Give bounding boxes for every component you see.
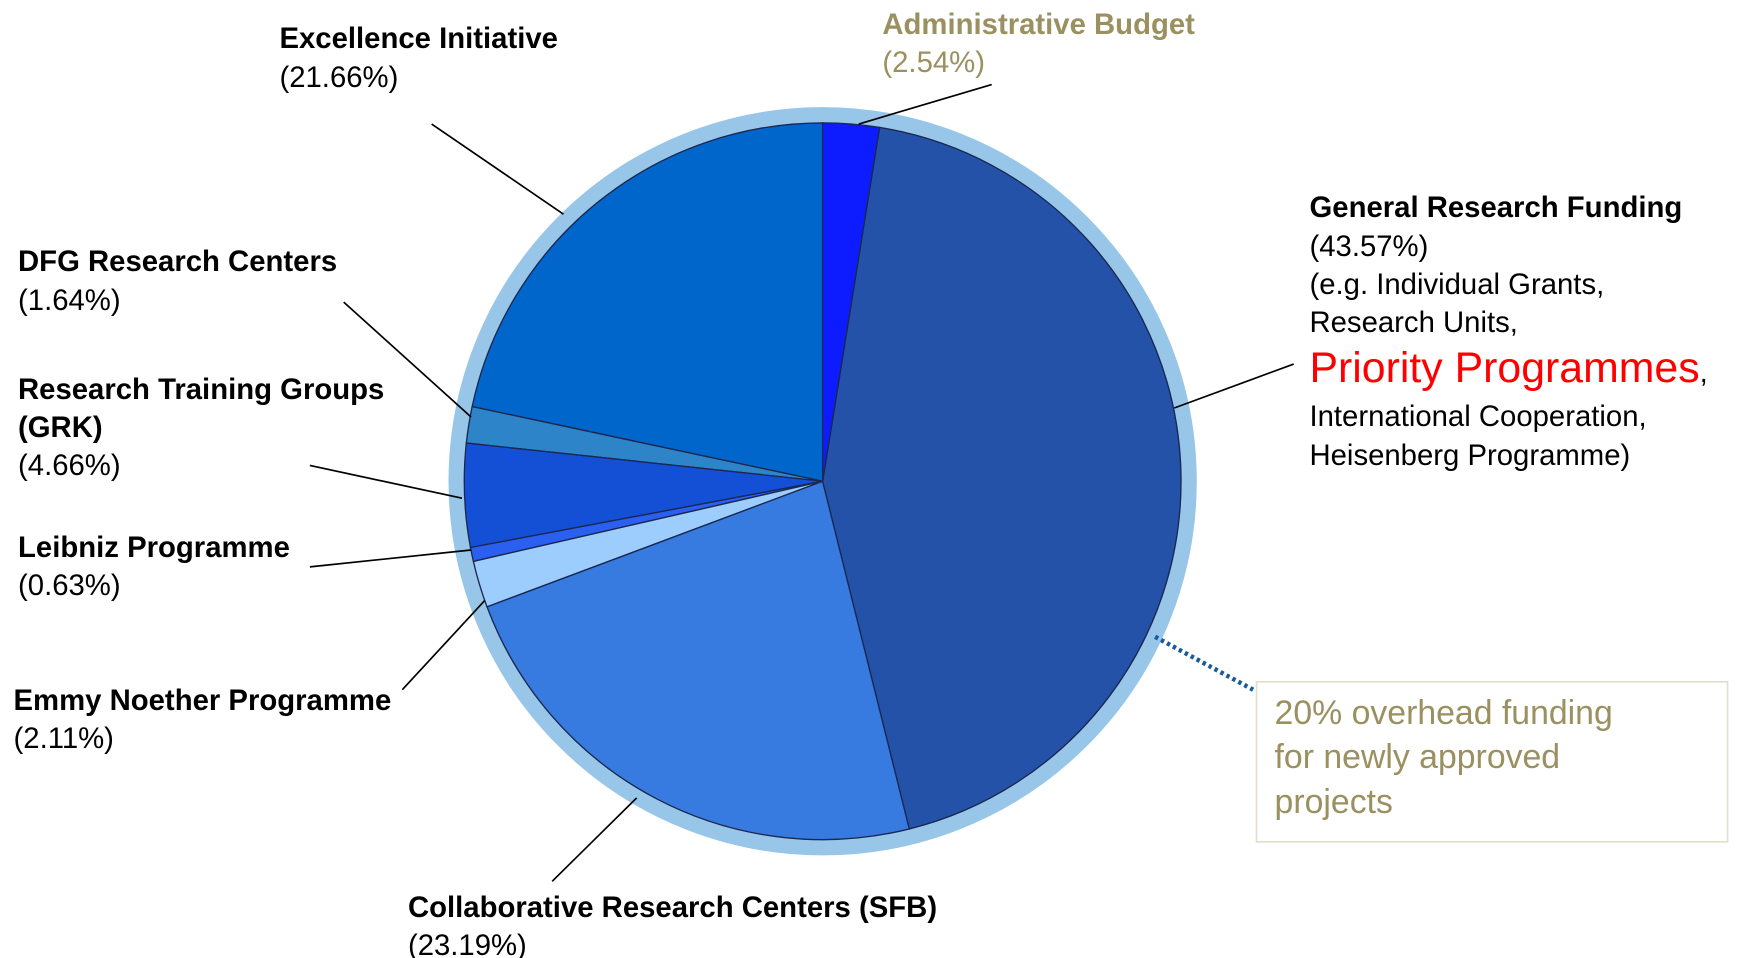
- annotation-line: 20% overhead funding: [1274, 693, 1613, 732]
- pie-slice: [471, 122, 824, 483]
- note-text: (e.g. Individual Grants,: [1309, 267, 1605, 301]
- pie-slice: [821, 122, 881, 482]
- slice-percent: (2.11%): [13, 722, 114, 756]
- annotation-line: projects: [1274, 782, 1393, 821]
- slice-label: Research Training Groups (GRK) (4.66%): [18, 371, 429, 486]
- note-text: Heisenberg Programme): [1309, 438, 1631, 472]
- annotation-box: [1255, 681, 1729, 843]
- slice-label: Emmy Noether Programme (2.11%): [14, 682, 487, 759]
- leader-line: [309, 549, 472, 568]
- note-highlight: Priority Programmes: [1309, 343, 1700, 392]
- slice-label: Collaborative Research Centers (SFB) (23.…: [408, 889, 1084, 958]
- note-text: ,: [1699, 355, 1708, 389]
- slice-percent: (4.66%): [18, 449, 121, 483]
- pie-ring: [448, 107, 1197, 856]
- leader-line: [1173, 363, 1294, 409]
- slice-name: DFG Research Centers: [18, 245, 338, 279]
- note-line: Priority Programmes,: [1309, 343, 1758, 399]
- slice-percent: (23.19%): [407, 929, 527, 958]
- slice-name: Collaborative Research Centers (SFB): [407, 891, 938, 925]
- pie-slice: [486, 480, 911, 841]
- annotation-line: for newly approved: [1274, 738, 1561, 777]
- leader-line: [309, 464, 463, 499]
- slice-name: Administrative Budget: [882, 7, 1195, 41]
- note-line: International Cooperation,: [1309, 398, 1758, 436]
- slice-name: Research Training Groups (GRK): [18, 372, 385, 445]
- slice-name: Leibniz Programme: [18, 530, 290, 564]
- slice-percent: (43.57%): [1309, 229, 1429, 263]
- leader-line: [551, 797, 638, 882]
- slice-label: Leibniz Programme (0.63%): [18, 529, 379, 606]
- slice-label: General Research Funding (43.57%) (e.g. In…: [1309, 189, 1758, 475]
- slice-percent: (1.64%): [18, 283, 121, 317]
- leader-line: [858, 83, 992, 125]
- slice-percent: (0.63%): [18, 568, 121, 602]
- slice-name: Emmy Noether Programme: [13, 683, 392, 717]
- pie-slice: [821, 126, 1182, 830]
- leader-line: [431, 123, 564, 215]
- note-text: International Cooperation,: [1309, 400, 1647, 434]
- annotation: 20% overhead funding for newly approved pr…: [1275, 691, 1613, 825]
- slice-percent: (21.66%): [279, 60, 399, 94]
- slice-label: Excellence Initiative (21.66%): [279, 20, 640, 97]
- leader-line: [343, 301, 472, 418]
- leader-lines: [309, 83, 1294, 882]
- slice-label: Administrative Budget (2.54%): [882, 6, 1333, 83]
- note-line: Heisenberg Programme): [1309, 437, 1758, 475]
- slice-label: DFG Research Centers (1.64%): [18, 243, 424, 320]
- note-line: (e.g. Individual Grants,: [1309, 266, 1758, 304]
- note-text: Research Units,: [1309, 306, 1518, 340]
- annotation-connector: [1154, 634, 1255, 692]
- slice-name: General Research Funding: [1309, 191, 1683, 225]
- slice-percent: (2.54%): [882, 45, 985, 79]
- note-line: Research Units,: [1309, 304, 1758, 342]
- slice-name: Excellence Initiative: [279, 22, 558, 56]
- leader-line: [401, 600, 486, 691]
